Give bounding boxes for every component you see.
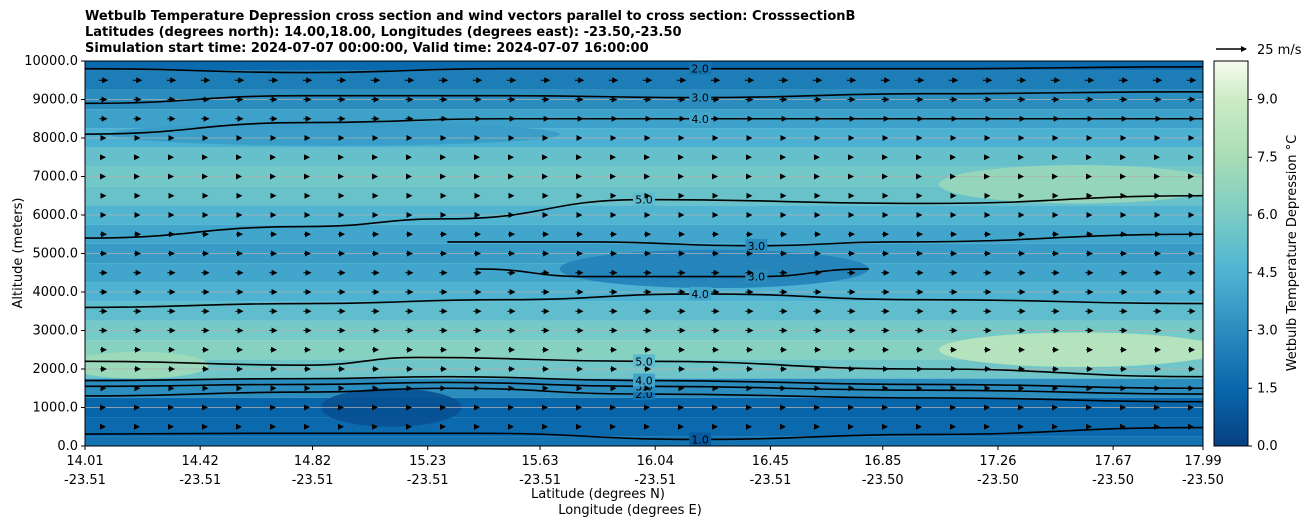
contour-line bbox=[85, 381, 1203, 395]
x-tick-label-lat: 14.82 bbox=[294, 454, 331, 469]
x-tick-label-lat: 17.26 bbox=[979, 454, 1016, 469]
x-tick-label-lon: -23.51 bbox=[407, 473, 449, 488]
contour-label-bg bbox=[689, 61, 712, 75]
x-tick-label-lon: -23.51 bbox=[292, 473, 334, 488]
contour-label: 5.0 bbox=[635, 194, 653, 207]
colorbar-tick-label: 6.0 bbox=[1257, 208, 1278, 223]
y-tick-label: 4000.0 bbox=[33, 285, 79, 300]
colorbar-tick-label: 4.5 bbox=[1257, 266, 1278, 281]
x-tick-label-lon: -23.51 bbox=[634, 473, 676, 488]
y-tick-label: 3000.0 bbox=[33, 324, 79, 339]
field-band bbox=[85, 61, 1203, 71]
contour-lines: 1.02.03.04.05.04.03.03.05.04.03.02.0 bbox=[85, 61, 1203, 446]
x-axis-label-lon: Longitude (degrees E) bbox=[558, 503, 702, 518]
y-tick-label: 2000.0 bbox=[33, 362, 79, 377]
field-patch bbox=[110, 122, 560, 146]
wind-vectors bbox=[98, 77, 1197, 430]
contour-label: 4.0 bbox=[691, 288, 709, 301]
x-tick-label-lat: 15.63 bbox=[521, 454, 558, 469]
contour-line bbox=[85, 375, 1203, 390]
contour-line bbox=[85, 426, 1203, 441]
x-tick-label-lat: 14.01 bbox=[66, 454, 103, 469]
contour-line bbox=[85, 387, 1203, 403]
contour-label: 3.0 bbox=[691, 92, 709, 105]
contour-label-bg bbox=[745, 238, 768, 252]
colorbar-tick-label: 7.5 bbox=[1257, 150, 1278, 165]
contour-line bbox=[85, 117, 1203, 135]
contour-label-bg bbox=[689, 111, 712, 125]
chart-title-line-3: Simulation start time: 2024-07-07 00:00:… bbox=[85, 41, 649, 56]
plot-area: 1.02.03.04.05.04.03.03.05.04.03.02.0 bbox=[84, 60, 1204, 447]
field-band bbox=[85, 436, 1203, 446]
x-tick-label-lat: 14.42 bbox=[182, 454, 219, 469]
contour-label: 4.0 bbox=[691, 113, 709, 126]
x-tick-label-lat: 15.23 bbox=[409, 454, 446, 469]
x-tick-label-lon: -23.50 bbox=[1092, 473, 1134, 488]
y-tick-label: 8000.0 bbox=[33, 131, 79, 146]
quiver-key-label: 25 m/s bbox=[1257, 43, 1302, 58]
chart-title-line-1: Wetbulb Temperature Depression cross sec… bbox=[85, 9, 856, 24]
field-band bbox=[85, 147, 1203, 167]
y-tick-label: 10000.0 bbox=[24, 54, 78, 69]
contour-line bbox=[85, 356, 1203, 378]
x-tick-label-lat: 16.85 bbox=[864, 454, 901, 469]
contour-line bbox=[85, 293, 1203, 309]
colorbar-tick-label: 0.0 bbox=[1257, 439, 1278, 454]
colorbar-ticks: 0.0 1.5 3.0 4.5 6.0 7.5 9.0 bbox=[1248, 93, 1278, 454]
y-tick-label: 7000.0 bbox=[33, 170, 79, 185]
y-tick-label: 9000.0 bbox=[33, 93, 79, 108]
x-axis: 14.01 -23.51 14.42 -23.51 14.82 -23.51 15.23 -2… bbox=[64, 446, 1224, 488]
y-tick-label: 6000.0 bbox=[33, 208, 79, 223]
contour-label-bg bbox=[689, 432, 712, 446]
colorbar-gradient bbox=[1213, 60, 1249, 447]
field-patch bbox=[559, 249, 869, 289]
y-tick-label: 5000.0 bbox=[33, 247, 79, 262]
x-tick-label-lat: 16.04 bbox=[637, 454, 674, 469]
x-tick-label-lat: 17.67 bbox=[1095, 454, 1132, 469]
x-tick-label-lon: -23.51 bbox=[519, 473, 561, 488]
y-tick-label: 0.0 bbox=[57, 439, 78, 454]
x-tick-label-lon: -23.51 bbox=[749, 473, 791, 488]
contour-label-bg bbox=[689, 90, 712, 104]
x-tick-label-lat: 17.99 bbox=[1184, 454, 1221, 469]
contour-label: 4.0 bbox=[635, 375, 653, 388]
contour-label: 1.0 bbox=[691, 433, 709, 446]
x-tick-label-lat: 16.45 bbox=[752, 454, 789, 469]
y-tick-label: 1000.0 bbox=[33, 401, 79, 416]
x-axis-label-lat: Latitude (degrees N) bbox=[531, 487, 665, 502]
contour-line bbox=[85, 194, 1203, 239]
contour-label-bg bbox=[689, 286, 712, 300]
contour-label-bg bbox=[633, 373, 655, 387]
colorbar-label: Wetbulb Temperature Depression °C bbox=[1285, 135, 1300, 372]
colorbar-tick-label: 9.0 bbox=[1257, 93, 1278, 108]
colorbar: 0.0 1.5 3.0 4.5 6.0 7.5 9.0 Wetbulb Temperatur… bbox=[1213, 60, 1300, 454]
field-patch bbox=[938, 332, 1203, 368]
colorbar-tick-label: 3.0 bbox=[1257, 324, 1278, 339]
contour-line bbox=[475, 268, 869, 278]
chart-title-line-2: Latitudes (degrees north): 14.00,18.00, … bbox=[85, 25, 682, 40]
quiver-key: 25 m/s bbox=[1216, 43, 1302, 58]
y-axis-label: Altitude (meters) bbox=[11, 198, 26, 309]
contour-line bbox=[447, 233, 1203, 247]
colorbar-tick-label: 1.5 bbox=[1257, 381, 1278, 396]
x-tick-label-lon: -23.51 bbox=[179, 473, 221, 488]
x-tick-label-lon: -23.51 bbox=[64, 473, 106, 488]
contour-label: 5.0 bbox=[635, 355, 653, 368]
field-patch bbox=[85, 351, 209, 379]
contour-line bbox=[85, 65, 1203, 74]
contour-label: 2.0 bbox=[691, 63, 709, 76]
x-tick-label-lon: -23.50 bbox=[862, 473, 904, 488]
contour-label-bg bbox=[633, 354, 655, 368]
field-patch bbox=[938, 164, 1203, 204]
y-axis: 0.0 1000.0 2000.0 3000.0 4000.0 5000.0 6000.0 7… bbox=[24, 54, 85, 454]
contour-label: 3.0 bbox=[748, 240, 766, 253]
x-tick-label-lon: -23.50 bbox=[977, 473, 1019, 488]
x-tick-label-lon: -23.50 bbox=[1182, 473, 1224, 488]
